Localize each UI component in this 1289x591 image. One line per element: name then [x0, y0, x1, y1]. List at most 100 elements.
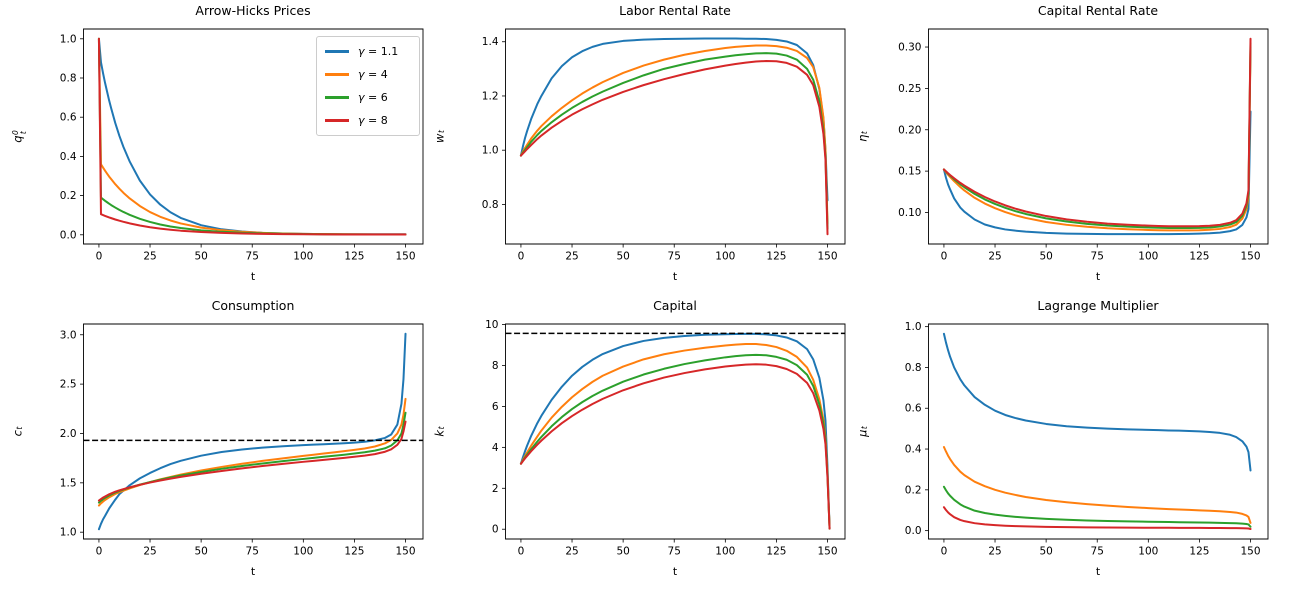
x-tick-label: 50	[616, 251, 629, 263]
x-axis-label: t	[250, 565, 256, 578]
y-tick-label: 0.30	[898, 42, 921, 54]
series-line-2	[942, 41, 1252, 230]
axes-frame	[83, 28, 424, 245]
x-tick-label: 75	[246, 251, 259, 263]
y-tick-label: 0.20	[898, 124, 921, 136]
subplot-arrow-hicks-prices: 0 25 50 75 100 125 150 0.0 0.2 0.4 0.6 0.8 1.0 Arrow…	[0, 0, 432, 296]
plot-title: Lagrange Multiplier	[1037, 298, 1159, 313]
legend-line-swatch-orange	[325, 73, 349, 76]
y-tick-label: 2	[492, 483, 499, 495]
y-tick-label: 0.25	[898, 83, 921, 95]
y-tick-label: 0.8	[482, 199, 499, 211]
x-tick-label: 50	[194, 546, 207, 558]
legend-item-gamma-4: γ = 4	[317, 64, 419, 86]
series-line-2	[97, 411, 407, 504]
plot-title: Arrow-Hicks Prices	[195, 3, 311, 18]
y-tick-label: 0.2	[60, 190, 77, 202]
series-line-3	[97, 420, 407, 502]
y-tick-label: 0.6	[905, 403, 922, 415]
y-tick-label: 1.4	[482, 36, 499, 48]
legend-label: γ = 8	[358, 114, 388, 127]
legend-label: γ = 6	[358, 91, 388, 104]
series-line-0	[519, 37, 829, 202]
series-line-0	[97, 332, 407, 531]
y-tick-label: 0.8	[905, 362, 922, 374]
y-tick-label: 1.0	[60, 33, 77, 45]
x-tick-label: 100	[293, 251, 313, 263]
x-tick-label: 25	[988, 251, 1001, 263]
legend-label: γ = 4	[358, 68, 388, 81]
subplot-capital-rental-rate: 0 25 50 75 100 125 150 0.10 0.15 0.20 0.25 0.30 Cap…	[845, 0, 1277, 296]
lagrange-multiplier-plot-canvas: 0 25 50 75 100 125 150 0.0 0.2 0.4 0.6 0.8 1.0	[905, 321, 1269, 558]
x-axis-label: t	[250, 270, 256, 283]
series-line-3	[519, 363, 831, 530]
legend-item-gamma-1-1: γ = 1.1	[317, 41, 419, 63]
plot-title: Capital	[653, 298, 697, 313]
x-tick-label: 25	[565, 546, 578, 558]
series-line-3	[519, 59, 829, 236]
x-tick-label: 150	[396, 546, 416, 558]
legend-item-gamma-6: γ = 6	[317, 87, 419, 109]
x-tick-label: 100	[293, 546, 313, 558]
capital-rental-rate-plot-canvas: 0 25 50 75 100 125 150 0.10 0.15 0.20 0.25 0.30	[898, 28, 1269, 263]
x-axis-label: t	[1095, 565, 1101, 578]
capital-plot-canvas: 0 25 50 75 100 125 150 0 2 4 6 8 10	[485, 319, 846, 558]
series-line-3	[97, 37, 407, 236]
series-line-1	[97, 397, 407, 507]
x-tick-label: 0	[518, 546, 525, 558]
x-tick-label: 125	[1189, 251, 1209, 263]
x-tick-label: 25	[143, 546, 156, 558]
y-tick-label: 0.10	[898, 207, 921, 219]
x-tick-label: 125	[766, 546, 786, 558]
y-tick-label: 6	[492, 401, 499, 413]
subplot-consumption: 0 25 50 75 100 125 150 1.0 1.5 2.0 2.5 3.0 Consumpt…	[0, 295, 432, 591]
legend: γ = 1.1 γ = 4 γ = 6 γ = 8	[316, 36, 420, 136]
legend-line-swatch-blue	[325, 50, 349, 53]
x-tick-label: 25	[143, 251, 156, 263]
x-tick-label: 25	[988, 546, 1001, 558]
x-tick-label: 150	[818, 251, 838, 263]
y-tick-label: 10	[485, 319, 498, 331]
x-tick-label: 75	[1091, 251, 1104, 263]
y-tick-label: 1.0	[60, 527, 77, 539]
y-tick-label: 1.0	[482, 145, 499, 157]
x-tick-label: 100	[715, 546, 735, 558]
series-line-0	[942, 332, 1252, 472]
subplot-labor-rental-rate: 0 25 50 75 100 125 150 0.8 1.0 1.2 1.4 Labor Renta…	[422, 0, 854, 296]
series-line-3	[942, 37, 1252, 228]
series-line-1	[942, 46, 1252, 232]
x-tick-label: 125	[1189, 546, 1209, 558]
axes-frame	[928, 323, 1269, 540]
axes-frame	[83, 323, 424, 540]
plot-title: Capital Rental Rate	[1037, 3, 1159, 18]
x-tick-label: 0	[941, 546, 948, 558]
plot-title: Labor Rental Rate	[619, 3, 731, 18]
x-tick-label: 0	[518, 251, 525, 263]
y-tick-label: 3.0	[60, 329, 77, 341]
x-tick-label: 50	[1039, 546, 1052, 558]
y-tick-label: 0.2	[905, 484, 922, 496]
y-tick-label: 2.5	[60, 379, 77, 391]
x-tick-label: 75	[668, 546, 681, 558]
x-tick-label: 75	[1091, 546, 1104, 558]
x-tick-label: 150	[818, 546, 838, 558]
legend-item-gamma-8: γ = 8	[317, 110, 419, 132]
x-tick-label: 100	[1138, 546, 1158, 558]
y-tick-label: 8	[492, 360, 499, 372]
x-tick-label: 75	[668, 251, 681, 263]
y-tick-label: 0	[492, 524, 499, 536]
y-tick-label: 4	[492, 442, 499, 454]
x-tick-label: 50	[194, 251, 207, 263]
y-tick-label: 0.6	[60, 112, 77, 124]
series-line-2	[942, 485, 1252, 528]
x-tick-label: 75	[246, 546, 259, 558]
axes-frame	[928, 28, 1269, 245]
series-line-1	[519, 44, 829, 225]
y-tick-label: 1.5	[60, 477, 77, 489]
